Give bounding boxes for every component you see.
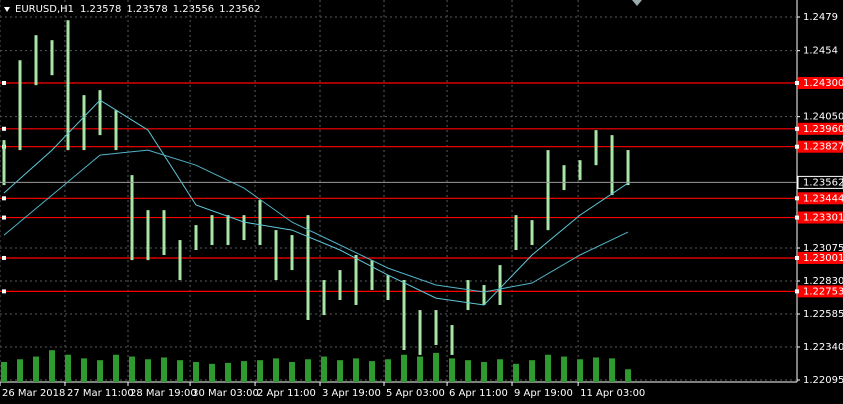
level-label: 1.23827 [803,142,843,153]
y-tick-label: 1.24050 [803,112,843,123]
volume-bar [337,360,344,382]
level-label-bg [798,77,843,89]
level-label: 1.23444 [803,193,843,204]
volume-bar [321,356,328,382]
level-handle [795,255,799,260]
volume-bar [353,358,360,382]
level-label-bg [798,251,843,264]
x-tick-label: 5 Apr 03:00 [386,388,445,399]
volume-bar [1,362,8,382]
x-tick-label: 11 Apr 03:00 [580,388,645,399]
x-tick-label: 26 Mar 2018 [2,388,65,399]
x-tick-label: 30 Mar 03:00 [192,388,259,399]
volume-bar [33,356,40,382]
level-handle [2,126,6,131]
x-tick-label: 6 Apr 11:00 [449,388,508,399]
volume-bar [609,358,616,382]
quote-value: 1.23562 [219,4,260,15]
level-handle [795,81,799,85]
moving-average [3,149,629,293]
level-label-bg [798,140,843,153]
x-tick-label: 2 Apr 11:00 [257,388,316,399]
volume-bar [497,359,504,382]
level-label: 1.23960 [803,124,843,135]
volume-bar [17,359,24,382]
x-tick-label: 27 Mar 11:00 [67,388,134,399]
level-label: 1.23301 [803,213,843,224]
quote-value: 1.23578 [80,4,121,15]
level-handle [795,126,799,131]
quote-value: 1.23578 [126,4,167,15]
level-label-bg [798,285,843,298]
volume-bar [177,360,184,382]
level-handle [2,81,6,85]
volume-bar [193,362,200,382]
volume-bar [577,359,584,382]
volume-bar [529,360,536,382]
volume-bar [593,357,600,382]
menu-triangle[interactable] [4,7,10,12]
level-label: 1.23001 [803,253,843,264]
volume-bar [465,360,472,382]
volume-bar [433,352,440,382]
volume-bar [545,354,552,382]
volume-bar [625,369,632,382]
volume-bar [257,360,264,382]
level-label: 1.22753 [803,286,843,297]
volume-bar [481,362,488,382]
x-tick-label: 9 Apr 19:00 [514,388,573,399]
y-tick-label: 1.22095 [803,375,843,386]
volume-bar [145,359,152,382]
y-tick-label: 1.2454 [803,46,838,57]
shift-marker [632,0,642,6]
header: EURUSD,H1 1.23578 1.23578 1.23556 1.23562 [15,4,260,15]
y-tick-label: 1.23075 [803,243,843,254]
volume-bar [161,357,168,382]
volume-bar [81,358,88,382]
level-label-bg [798,211,843,224]
y-tick-label: 1.22340 [803,342,843,353]
volume-bar [289,362,296,382]
volume-bar [129,356,136,382]
volume-bar [225,362,232,382]
volume-bar [385,359,392,382]
level-handle [795,144,799,149]
volume-bar [209,363,216,382]
volume-bar [305,359,312,382]
level-handle [2,289,6,294]
level-label-bg [798,192,843,205]
current-price-label: 1.23562 [803,177,843,188]
x-tick-label: 28 Mar 19:00 [130,388,197,399]
volume-bar [401,354,408,382]
volume-bar [241,361,248,382]
y-tick-label: 1.22830 [803,276,843,287]
level-handle [2,255,6,260]
quote-value: 1.23556 [173,4,214,15]
level-handle [795,215,799,220]
volume-bar [65,354,72,382]
volume-bar [49,350,56,382]
volume-bar [273,358,280,382]
level-handle [795,289,799,294]
volume-bar [97,360,104,382]
x-tick-label: 3 Apr 19:00 [322,388,381,399]
volume-bar [113,354,120,382]
y-tick-label: 1.2479 [803,12,838,23]
volume-bar [369,361,376,382]
symbol: EURUSD,H1 [15,4,74,15]
level-handle [2,215,6,220]
volume-bar [513,363,520,382]
moving-average [3,99,629,306]
volume-bar [449,358,456,382]
level-label-bg [798,122,843,135]
y-tick-label: 1.22585 [803,309,843,320]
current-price-bg [797,175,843,189]
level-handle [2,196,6,201]
volume-bar [561,356,568,382]
level-handle [795,196,799,201]
volume-bar [417,356,424,382]
level-label: 1.24300 [803,78,843,89]
